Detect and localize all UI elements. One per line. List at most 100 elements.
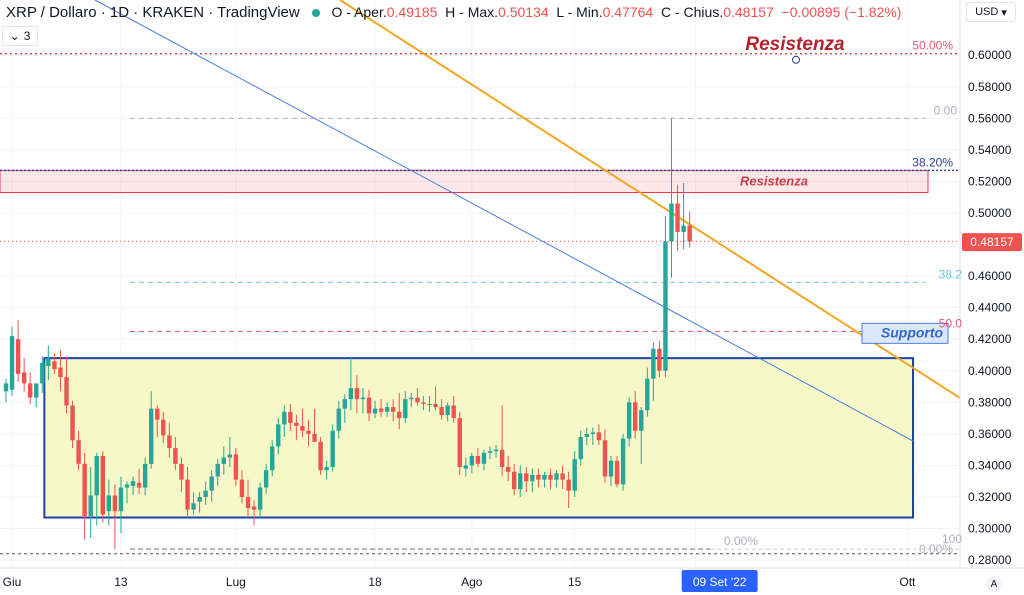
candle-body bbox=[512, 471, 517, 490]
price-tick-label: 0.58000 bbox=[968, 80, 1012, 94]
candle-body bbox=[197, 497, 202, 502]
candle-body bbox=[233, 454, 239, 480]
price-tick-label: 0.54000 bbox=[968, 143, 1012, 157]
candle-body bbox=[403, 399, 408, 419]
candle-body bbox=[306, 430, 311, 434]
candle-body bbox=[227, 454, 233, 458]
candle-body bbox=[366, 397, 372, 414]
candle-body bbox=[191, 503, 196, 510]
price-tick-label: 0.42000 bbox=[968, 332, 1012, 346]
candle-body bbox=[530, 474, 535, 482]
candle-body bbox=[94, 455, 99, 496]
ohlc-high-value: 0.50134 bbox=[498, 4, 549, 20]
candle-body bbox=[257, 487, 263, 510]
price-tick-label: 0.46000 bbox=[968, 269, 1012, 283]
candle-body bbox=[675, 203, 680, 232]
price-tick-label: 0.50000 bbox=[968, 206, 1012, 220]
indicators-toggle[interactable]: ⌄ 3 bbox=[2, 26, 38, 46]
currency-label: USD bbox=[975, 6, 999, 18]
chevron-down-icon: ▾ bbox=[1001, 6, 1007, 19]
candle-body bbox=[548, 474, 553, 480]
candle-body bbox=[312, 433, 317, 442]
candle-body bbox=[21, 372, 27, 384]
candle-body bbox=[40, 362, 45, 384]
price-tick-label: 0.60000 bbox=[968, 48, 1012, 62]
ohlc-change-value: −0.00895 (−1.82%) bbox=[781, 4, 902, 20]
candle-body bbox=[215, 463, 220, 477]
candle-body bbox=[493, 449, 499, 452]
candle-body bbox=[276, 424, 281, 447]
candle-body bbox=[397, 411, 402, 419]
crosshair-date-label: 09 Set '22 bbox=[693, 575, 747, 589]
candle-body bbox=[251, 506, 257, 510]
candle-body bbox=[524, 473, 529, 482]
auto-scale-button[interactable]: A bbox=[986, 576, 1002, 592]
candle-body bbox=[342, 399, 347, 409]
candle-body bbox=[620, 438, 626, 485]
support-badge bbox=[861, 322, 949, 344]
fib-level-label: 50.0 bbox=[939, 316, 963, 330]
fib-level-label: 0.00% bbox=[919, 542, 953, 556]
candle-body bbox=[566, 479, 571, 491]
candle-body bbox=[518, 473, 523, 490]
chevron-down-icon: ⌄ bbox=[9, 29, 20, 43]
candle-body bbox=[614, 460, 620, 485]
candle-body bbox=[487, 451, 493, 453]
ohlc-open-key: O - Aper. bbox=[331, 4, 387, 20]
candle-body bbox=[167, 435, 172, 449]
symbol-title[interactable]: XRP / Dollaro · 1D · KRAKEN · TradingVie… bbox=[6, 4, 300, 21]
price-axis[interactable]: 0.28000 0.30000 0.32000 0.34000 0.36000 0.380… bbox=[959, 0, 1024, 595]
time-tick-label: Giu bbox=[3, 575, 22, 589]
candle-body bbox=[263, 470, 269, 488]
candle-body bbox=[608, 460, 614, 477]
price-tick-label: 0.28000 bbox=[968, 553, 1012, 567]
candle-body bbox=[100, 455, 105, 515]
candle-body bbox=[354, 388, 360, 400]
candle-body bbox=[88, 495, 93, 516]
range-box bbox=[43, 357, 915, 519]
candle-body bbox=[155, 408, 160, 420]
currency-select[interactable]: USD ▾ bbox=[966, 2, 1016, 22]
candles bbox=[3, 118, 692, 550]
candle-body bbox=[415, 397, 420, 403]
candle-body bbox=[270, 446, 275, 471]
candle-body bbox=[469, 455, 475, 466]
candle-body bbox=[15, 339, 21, 374]
candle-body bbox=[34, 383, 39, 398]
candle-body bbox=[499, 449, 505, 468]
candle-body bbox=[28, 383, 33, 398]
time-tick-label: 18 bbox=[368, 575, 382, 589]
candle-body bbox=[173, 448, 178, 464]
candle-body bbox=[58, 367, 63, 378]
candle-body bbox=[663, 241, 668, 371]
candle-body bbox=[384, 407, 390, 412]
candle-body bbox=[481, 452, 487, 464]
candle-body bbox=[651, 348, 656, 379]
resistance-label-top: Resistenza bbox=[745, 34, 845, 55]
indicator-count: 3 bbox=[23, 29, 31, 43]
candle-body bbox=[348, 388, 354, 400]
candle-body bbox=[245, 497, 251, 509]
candle-body bbox=[590, 432, 596, 434]
trend-line-blue bbox=[94, 0, 914, 442]
time-tick-label: Ott bbox=[899, 575, 916, 589]
candle-body bbox=[427, 403, 432, 405]
fib-level-label: 38.2 bbox=[939, 267, 963, 281]
candle-body bbox=[149, 408, 154, 464]
candle-body bbox=[391, 407, 396, 412]
time-axis[interactable]: Giu13Lug18Ago15SetOtt09 Set '22 bbox=[0, 567, 1024, 592]
candle-body bbox=[112, 495, 118, 512]
candle-body bbox=[687, 225, 692, 242]
ohlc-legend: XRP / Dollaro · 1D · KRAKEN · TradingVie… bbox=[6, 4, 901, 21]
price-tick-label: 0.40000 bbox=[968, 364, 1012, 378]
candle-body bbox=[82, 463, 87, 516]
candle-body bbox=[645, 378, 650, 411]
ohlc-low-value: 0.47764 bbox=[602, 4, 654, 20]
candle-body bbox=[409, 397, 414, 400]
candle-body bbox=[439, 407, 444, 415]
price-tick-label: 0.56000 bbox=[968, 111, 1012, 125]
candle-body bbox=[626, 402, 632, 439]
fib-level-label: 0.00% bbox=[724, 534, 758, 548]
last-price-label: 0.48157 bbox=[970, 235, 1014, 249]
